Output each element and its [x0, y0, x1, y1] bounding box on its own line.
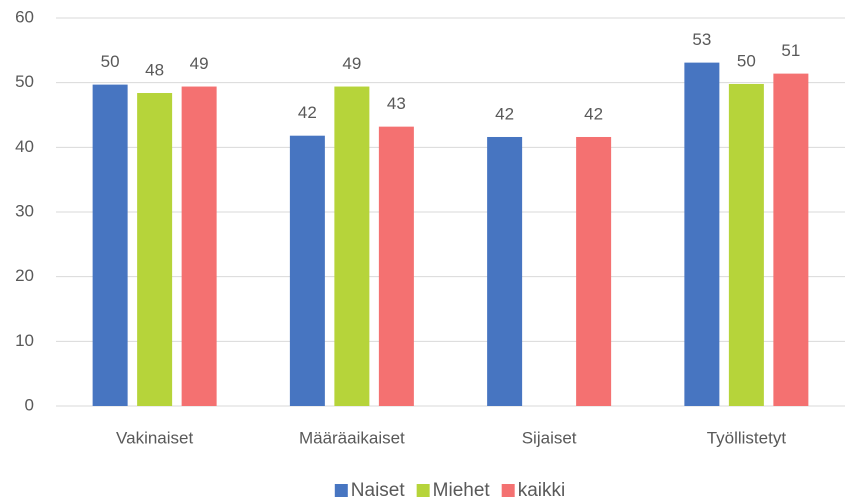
value-label: 48 — [145, 60, 164, 79]
y-tick-label: 50 — [15, 72, 34, 91]
x-tick-label: Sijaiset — [522, 428, 577, 447]
bar — [378, 126, 414, 406]
y-tick-label: 30 — [15, 201, 34, 220]
value-label: 42 — [584, 104, 603, 123]
bar — [576, 136, 612, 406]
legend-label: kaikki — [518, 480, 566, 501]
value-label: 51 — [781, 41, 800, 60]
y-tick-label: 60 — [15, 7, 34, 26]
value-label: 50 — [101, 52, 120, 71]
y-tick-label: 40 — [15, 137, 34, 156]
x-tick-label: Työllistetyt — [707, 428, 787, 447]
legend-swatch — [416, 484, 430, 497]
value-label: 49 — [342, 54, 361, 73]
legend-swatch — [334, 484, 348, 497]
value-label: 53 — [692, 30, 711, 49]
x-tick-label: Vakinaiset — [116, 428, 193, 447]
bar — [487, 136, 523, 406]
y-tick-label: 10 — [15, 331, 34, 350]
bar — [137, 93, 173, 406]
bar — [684, 62, 720, 407]
value-label: 42 — [298, 103, 317, 122]
bar — [773, 73, 809, 406]
y-tick-label: 0 — [25, 395, 34, 414]
bar — [289, 135, 325, 406]
legend-label: Naiset — [351, 480, 406, 501]
value-label: 43 — [387, 94, 406, 113]
bar — [728, 83, 764, 407]
y-tick-label: 20 — [15, 266, 34, 285]
legend-swatch — [501, 484, 515, 497]
value-label: 42 — [495, 104, 514, 123]
bar — [334, 86, 370, 407]
bar — [92, 84, 128, 407]
legend-label: Miehet — [433, 480, 491, 501]
value-label: 50 — [737, 51, 756, 70]
x-tick-label: Määräaikaiset — [299, 428, 405, 447]
bar — [181, 86, 217, 407]
value-label: 49 — [190, 54, 209, 73]
